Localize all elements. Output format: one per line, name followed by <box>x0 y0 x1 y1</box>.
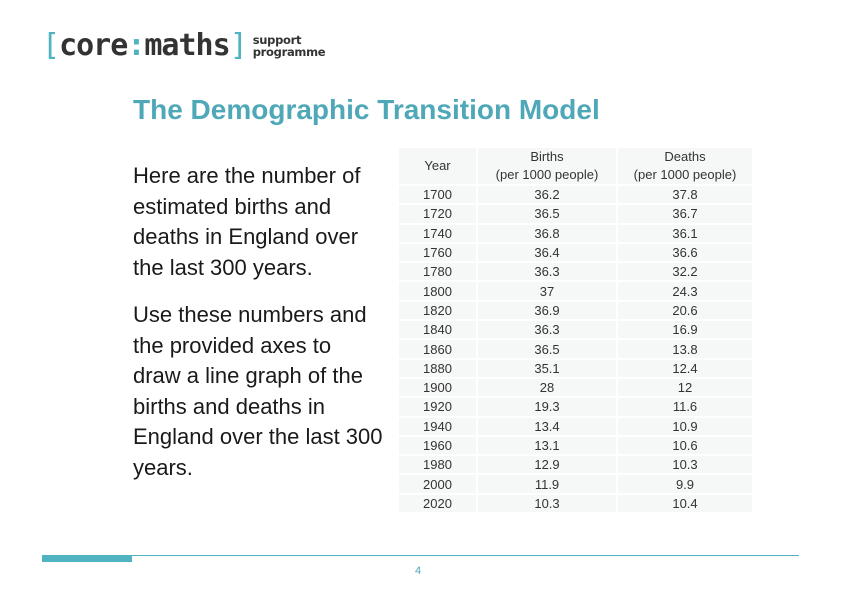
year-cell: 1860 <box>399 340 476 358</box>
table-row: 1900 28 12 <box>399 378 752 397</box>
year-cell: 1840 <box>399 321 476 339</box>
logo-subtitle-line2: programme <box>252 45 326 59</box>
year-cell: 1880 <box>399 359 476 377</box>
year-cell: 1960 <box>399 436 476 455</box>
year-cell: 2020 <box>399 494 476 513</box>
instruction-paragraph: Use these numbers and the provided axes … <box>133 302 383 480</box>
header-deaths-unit: (per 1000 people) <box>633 167 737 182</box>
year-cell: 1920 <box>399 398 476 416</box>
births-cell: 37 <box>478 282 616 300</box>
table-row: 1940 13.4 10.9 <box>399 417 752 435</box>
table-row: 1800 37 24.3 <box>399 282 752 300</box>
year-cell: 1720 <box>399 205 476 223</box>
year-cell: 1900 <box>399 378 476 397</box>
deaths-cell: 12.4 <box>618 359 752 377</box>
table-row: 1740 36.8 36.1 <box>399 224 752 242</box>
births-cell: 13.4 <box>478 417 616 435</box>
table-row: 2020 10.3 10.4 <box>399 494 752 513</box>
year-cell: 1780 <box>399 263 476 281</box>
table-row: 1960 13.1 10.6 <box>399 436 752 455</box>
table-row: 1760 36.4 36.6 <box>399 243 752 262</box>
year-cell: 1700 <box>399 186 476 204</box>
year-cell: 1940 <box>399 417 476 435</box>
logo-wordmark: [core:maths] <box>42 28 248 63</box>
deaths-cell: 12 <box>618 378 752 397</box>
table-row: 1700 36.2 37.8 <box>399 186 752 204</box>
births-cell: 36.2 <box>478 186 616 204</box>
births-cell: 36.5 <box>478 340 616 358</box>
year-cell: 1760 <box>399 243 476 262</box>
table-row: 1720 36.5 36.7 <box>399 205 752 223</box>
table-body: 1700 36.2 37.8 1720 36.5 36.7 1740 36.8 36.1 1760… <box>399 186 752 513</box>
deaths-cell: 32.2 <box>618 263 752 281</box>
deaths-cell: 20.6 <box>618 301 752 320</box>
table-row: 1920 19.3 11.6 <box>399 398 752 416</box>
deaths-cell: 10.3 <box>618 456 752 474</box>
table-row: 1880 35.1 12.4 <box>399 359 752 377</box>
header-births-label: Births <box>530 149 564 164</box>
logo-word-core: core <box>59 28 128 63</box>
year-cell: 2000 <box>399 475 476 493</box>
table-row: 1980 12.9 10.3 <box>399 456 752 474</box>
deaths-cell: 37.8 <box>618 186 752 204</box>
table-row: 1820 36.9 20.6 <box>399 301 752 320</box>
deaths-cell: 36.7 <box>618 205 752 223</box>
footer-accent-bar <box>42 556 132 562</box>
header-births: Births (per 1000 people) <box>478 148 616 184</box>
deaths-cell: 10.6 <box>618 436 752 455</box>
year-cell: 1820 <box>399 301 476 320</box>
header-deaths-label: Deaths <box>664 149 706 164</box>
births-cell: 36.3 <box>478 263 616 281</box>
births-cell: 19.3 <box>478 398 616 416</box>
footer-divider <box>42 555 799 556</box>
births-cell: 28 <box>478 378 616 397</box>
births-cell: 36.3 <box>478 321 616 339</box>
births-cell: 11.9 <box>478 475 616 493</box>
deaths-cell: 9.9 <box>618 475 752 493</box>
table-row: 1860 36.5 13.8 <box>399 340 752 358</box>
births-cell: 10.3 <box>478 494 616 513</box>
logo-subtitle-line1: support <box>252 33 302 47</box>
table-row: 1780 36.3 32.2 <box>399 263 752 281</box>
page-number: 4 <box>415 565 422 577</box>
intro-paragraph: Here are the number of estimated births … <box>133 163 361 280</box>
header-deaths: Deaths (per 1000 people) <box>618 148 752 184</box>
year-cell: 1740 <box>399 224 476 242</box>
logo-bracket-close: ] <box>229 28 248 63</box>
births-cell: 36.9 <box>478 301 616 320</box>
births-cell: 36.4 <box>478 243 616 262</box>
coremaths-logo: [core:maths] support programme <box>42 26 326 66</box>
births-cell: 36.5 <box>478 205 616 223</box>
deaths-cell: 16.9 <box>618 321 752 339</box>
page-title: The Demographic Transition Model <box>133 94 600 125</box>
deaths-cell: 10.9 <box>618 417 752 435</box>
deaths-cell: 10.4 <box>618 494 752 513</box>
deaths-cell: 36.6 <box>618 243 752 262</box>
header-year: Year <box>399 148 476 184</box>
table-row: 2000 11.9 9.9 <box>399 475 752 493</box>
header-births-unit: (per 1000 people) <box>495 167 599 182</box>
year-cell: 1800 <box>399 282 476 300</box>
deaths-cell: 13.8 <box>618 340 752 358</box>
births-cell: 13.1 <box>478 436 616 455</box>
deaths-cell: 11.6 <box>618 398 752 416</box>
deaths-cell: 36.1 <box>618 224 752 242</box>
year-cell: 1980 <box>399 456 476 474</box>
table-header-row: Year Births (per 1000 people) Deaths (pe… <box>399 148 752 184</box>
logo-colon: : <box>127 28 145 63</box>
births-cell: 35.1 <box>478 359 616 377</box>
table-row: 1840 36.3 16.9 <box>399 321 752 339</box>
births-cell: 12.9 <box>478 456 616 474</box>
logo-subtitle: support programme <box>253 34 326 58</box>
births-cell: 36.8 <box>478 224 616 242</box>
logo-word-maths: maths <box>144 28 230 63</box>
births-deaths-table: Year Births (per 1000 people) Deaths (pe… <box>397 146 754 514</box>
logo-bracket-open: [ <box>42 28 60 63</box>
deaths-cell: 24.3 <box>618 282 752 300</box>
